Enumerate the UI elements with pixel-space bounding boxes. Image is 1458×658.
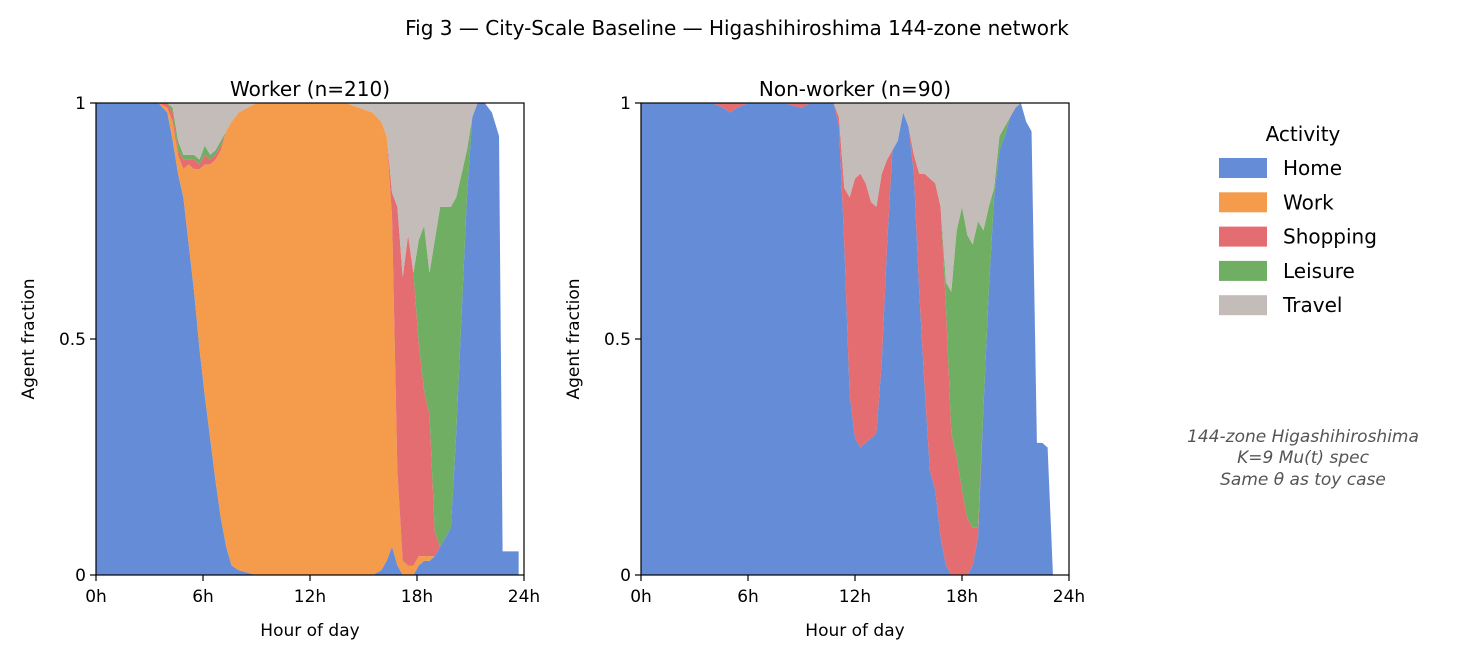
- legend-title: Activity: [1266, 122, 1341, 146]
- x-axis-label: Hour of day: [260, 621, 359, 641]
- legend: Activity Home Work Shopping Leisure Travel: [1219, 122, 1377, 317]
- x-tick-label: 12h: [294, 587, 326, 607]
- x-tick-label: 24h: [508, 587, 540, 607]
- x-tick-label: 12h: [839, 587, 871, 607]
- legend-item-shopping: Shopping: [1219, 225, 1377, 249]
- area-travel-panel-2: [641, 103, 1053, 575]
- legend-label: Home: [1283, 156, 1342, 180]
- area-shopping-panel-1: [96, 103, 519, 566]
- area-home-panel-2: [641, 103, 1053, 575]
- y-axis-label: Agent fraction: [19, 278, 39, 399]
- legend-label: Travel: [1282, 293, 1342, 317]
- x-tick-label: 6h: [737, 587, 759, 607]
- y-axis-label: Agent fraction: [564, 278, 584, 399]
- chart-panels: 0h 6h 12h 18h 24h 0 0.5 1 Worker (n=210) Hour of …: [19, 77, 1085, 641]
- area-leisure-panel-1: [96, 103, 519, 552]
- legend-label: Leisure: [1283, 259, 1355, 283]
- panel-title: Worker (n=210): [230, 77, 390, 101]
- legend-label: Work: [1283, 190, 1334, 214]
- legend-item-travel: Travel: [1219, 293, 1342, 317]
- y-tick-label: 1: [620, 94, 631, 114]
- x-tick-label: 6h: [192, 587, 214, 607]
- y-tick-label: 0: [620, 566, 631, 586]
- x-tick-label: 24h: [1053, 587, 1085, 607]
- legend-item-leisure: Leisure: [1219, 259, 1355, 283]
- annotation: 144-zone Higashihiroshima K=9 Mu(t) spec…: [1187, 427, 1419, 490]
- legend-swatch: [1219, 260, 1267, 281]
- chart-panel-1: 0h 6h 12h 18h 24h 0 0.5 1 Worker (n=210) Hour of …: [19, 77, 540, 641]
- y-tick-label: 0.5: [59, 330, 86, 350]
- legend-swatch: [1219, 295, 1267, 316]
- annotation-line-2: K=9 Mu(t) spec: [1237, 448, 1369, 468]
- legend-swatch: [1219, 192, 1267, 213]
- legend-item-work: Work: [1219, 190, 1334, 214]
- area-travel-panel-1: [96, 103, 519, 552]
- y-tick-label: 0: [75, 566, 86, 586]
- x-tick-label: 18h: [401, 587, 433, 607]
- annotation-line-1: 144-zone Higashihiroshima: [1187, 427, 1419, 447]
- area-leisure-panel-2: [641, 103, 1053, 575]
- legend-label: Shopping: [1283, 225, 1377, 249]
- annotation-line-3: Same θ as toy case: [1220, 470, 1386, 490]
- x-tick-label: 0h: [630, 587, 652, 607]
- area-shopping-panel-2: [641, 103, 1053, 575]
- x-tick-label: 18h: [946, 587, 978, 607]
- y-tick-label: 1: [75, 94, 86, 114]
- x-tick-label: 0h: [85, 587, 107, 607]
- legend-swatch: [1219, 158, 1267, 178]
- area-work-panel-1: [96, 103, 519, 575]
- figure-title: Fig 3 — City-Scale Baseline — Higashihir…: [405, 16, 1069, 40]
- legend-items: Home Work Shopping Leisure Travel: [1219, 156, 1377, 317]
- panel-title: Non-worker (n=90): [759, 77, 951, 101]
- y-tick-label: 0.5: [604, 330, 631, 350]
- area-home-panel-1: [96, 103, 519, 575]
- legend-swatch: [1219, 226, 1267, 247]
- chart-panel-2: 0h 6h 12h 18h 24h 0 0.5 1 Non-worker (n=90) Hour …: [564, 77, 1085, 641]
- legend-item-home: Home: [1219, 156, 1342, 180]
- x-axis-label: Hour of day: [805, 621, 904, 641]
